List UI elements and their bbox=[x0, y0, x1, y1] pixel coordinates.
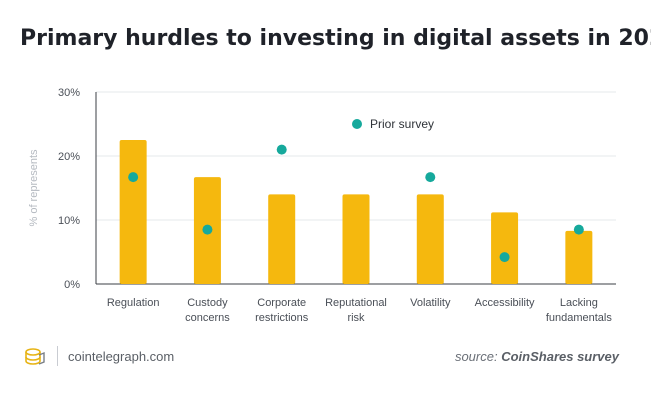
x-tick-label: Corporate bbox=[257, 297, 306, 309]
source-credit: source: CoinShares survey bbox=[455, 349, 619, 364]
footer-divider bbox=[57, 346, 58, 366]
x-tick-label: Regulation bbox=[107, 297, 160, 309]
prior-survey-point-1 bbox=[128, 172, 139, 183]
prior-survey-point-6 bbox=[499, 252, 510, 263]
bar-6 bbox=[491, 212, 519, 284]
x-tick-label: Custody bbox=[187, 297, 228, 309]
prior-survey-point-2 bbox=[202, 224, 213, 235]
y-tick-label: 0% bbox=[64, 279, 80, 291]
y-tick-label: 10% bbox=[58, 215, 80, 227]
y-axis-label: % of represents bbox=[28, 149, 40, 227]
x-tick-label: Volatility bbox=[410, 297, 451, 309]
y-tick-label: 30% bbox=[58, 87, 80, 99]
bar-5 bbox=[416, 194, 444, 284]
bar-4 bbox=[342, 194, 370, 284]
bar-1 bbox=[119, 140, 147, 284]
x-tick-label: Reputational bbox=[325, 297, 387, 309]
chart-title: Primary hurdles to investing in digital … bbox=[20, 26, 651, 51]
bar-3 bbox=[268, 194, 296, 284]
x-tick-label: restrictions bbox=[255, 312, 309, 324]
prior-survey-point-3 bbox=[276, 144, 287, 155]
x-tick-label: Accessibility bbox=[475, 297, 535, 309]
x-tick-label: Lacking bbox=[560, 297, 598, 309]
legend-marker-prior-survey bbox=[352, 119, 362, 129]
cointelegraph-logo-icon bbox=[25, 348, 45, 365]
legend-label-prior-survey: Prior survey bbox=[370, 117, 434, 131]
x-tick-label: fundamentals bbox=[546, 312, 613, 324]
chart-plot: 0% 10% 20% 30% % of represents Regulation Cust… bbox=[28, 87, 616, 324]
prior-survey-point-5 bbox=[425, 172, 436, 183]
x-tick-label: concerns bbox=[185, 312, 230, 324]
prior-survey-point-7 bbox=[573, 224, 584, 235]
footer: cointelegraph.com source: CoinShares sur… bbox=[0, 340, 651, 376]
brand-name[interactable]: cointelegraph.com bbox=[68, 349, 175, 364]
y-tick-label: 20% bbox=[58, 151, 80, 163]
source-name: CoinShares survey bbox=[501, 349, 619, 364]
x-tick-label: risk bbox=[347, 312, 365, 324]
source-prefix: source: bbox=[454, 349, 498, 364]
bar-7 bbox=[565, 230, 593, 284]
